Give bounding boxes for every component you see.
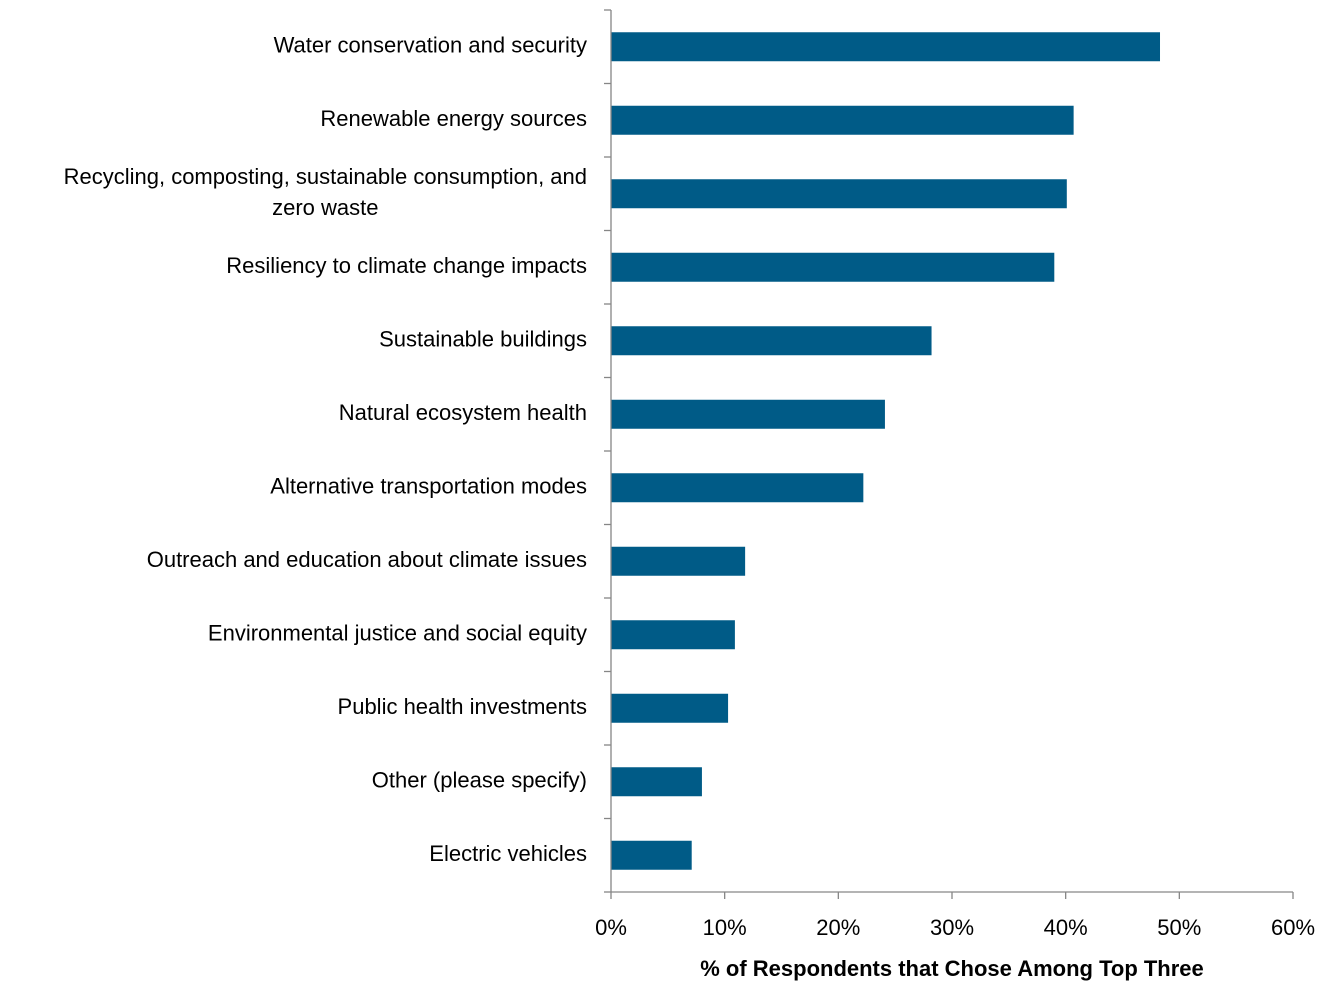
axes-group <box>604 9 1293 893</box>
bar <box>611 326 932 356</box>
bar <box>611 399 885 429</box>
bar <box>611 105 1074 135</box>
x-tick-label: 30% <box>930 915 974 940</box>
category-label: Sustainable buildings <box>379 327 587 352</box>
category-label: Other (please specify) <box>372 768 587 793</box>
category-label: Natural ecosystem health <box>339 400 587 425</box>
bar <box>611 179 1067 209</box>
category-label: Alternative transportation modes <box>270 474 587 499</box>
x-axis-title: % of Respondents that Chose Among Top Th… <box>700 956 1204 981</box>
category-label: Outreach and education about climate iss… <box>147 547 587 572</box>
category-label: Recycling, composting, sustainable consu… <box>64 164 587 220</box>
bar <box>611 840 692 870</box>
category-label: Environmental justice and social equity <box>208 621 587 646</box>
x-tick-label: 60% <box>1271 915 1315 940</box>
x-tick-label: 40% <box>1044 915 1088 940</box>
category-label: Renewable energy sources <box>320 106 587 131</box>
x-tick-label: 20% <box>816 915 860 940</box>
category-label: Electric vehicles <box>429 841 587 866</box>
category-label-line: Recycling, composting, sustainable consu… <box>64 164 587 189</box>
x-tick-label: 10% <box>703 915 747 940</box>
bar <box>611 252 1055 282</box>
category-label: Water conservation and security <box>274 33 587 58</box>
category-labels-group: Water conservation and security Renewable… <box>64 33 587 867</box>
category-label: Resiliency to climate change impacts <box>226 253 587 278</box>
x-tick-label: 50% <box>1157 915 1201 940</box>
bar <box>611 32 1161 62</box>
x-tick-label: 0% <box>595 915 627 940</box>
bar <box>611 473 864 503</box>
category-label-line: zero waste <box>272 195 378 220</box>
bar <box>611 620 735 650</box>
bar <box>611 767 702 797</box>
category-label: Public health investments <box>338 694 587 719</box>
x-ticks-group: 0% 10% 20% 30% 40% 50% 60% <box>595 892 1315 940</box>
bar <box>611 546 746 576</box>
bars-group <box>611 32 1161 870</box>
bar <box>611 693 729 723</box>
